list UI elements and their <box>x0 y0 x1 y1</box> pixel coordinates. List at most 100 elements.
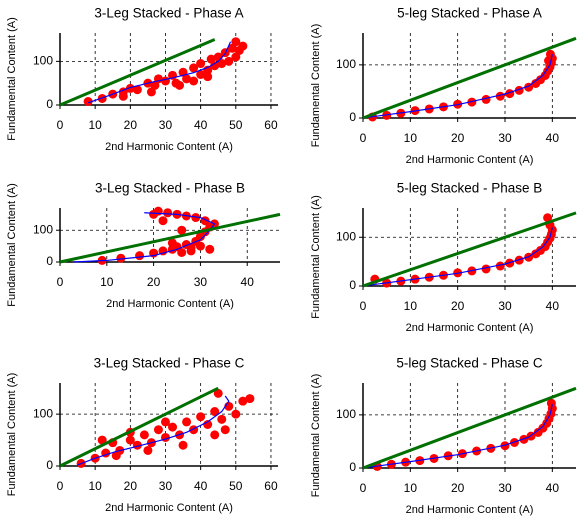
reference-line <box>59 386 219 468</box>
data-point <box>189 63 199 73</box>
data-point <box>146 87 156 97</box>
data-point <box>189 425 199 435</box>
x-tick-label: 30 <box>498 131 512 145</box>
data-point <box>224 56 234 66</box>
data-point <box>196 412 206 422</box>
data-point <box>238 396 248 406</box>
fit-curve <box>74 212 216 263</box>
y-tick-label: 100 <box>33 406 53 420</box>
data-point <box>231 409 241 419</box>
data-point <box>196 59 206 69</box>
data-point <box>160 76 170 86</box>
data-point <box>203 72 213 82</box>
data-point <box>191 213 201 223</box>
x-tick-label: 10 <box>404 299 418 313</box>
chart-title: 3-Leg Stacked - Phase A <box>94 6 243 21</box>
y-tick-label: 0 <box>349 460 356 474</box>
x-tick-label: 0 <box>57 275 64 289</box>
data-point <box>205 244 215 254</box>
x-tick-label: 20 <box>451 131 465 145</box>
x-tick-label: 50 <box>229 118 243 132</box>
x-axis-label: 2nd Harmonic Content (A) <box>106 298 234 310</box>
data-point <box>178 440 188 450</box>
data-point <box>217 59 227 69</box>
chart-title: 5-leg Stacked - Phase A <box>397 6 542 21</box>
data-point <box>175 80 185 90</box>
reference-line <box>362 36 577 120</box>
reference-line <box>59 38 216 107</box>
x-tick-label: 20 <box>451 481 465 495</box>
data-point <box>245 394 255 404</box>
x-tick-label: 50 <box>229 479 243 493</box>
y-tick-label: 100 <box>33 222 53 236</box>
x-axis-label: 2nd Harmonic Content (A) <box>406 322 534 334</box>
fit-curve <box>362 54 553 119</box>
data-point <box>231 37 241 47</box>
fit-curve <box>77 395 230 466</box>
fit-curve <box>362 404 553 469</box>
data-point <box>182 417 192 427</box>
x-tick-label: 40 <box>546 299 560 313</box>
data-point <box>210 61 220 71</box>
x-tick-label: 0 <box>360 299 367 313</box>
data-point <box>125 83 135 93</box>
x-tick-label: 10 <box>88 479 102 493</box>
data-point <box>168 422 178 432</box>
data-point <box>97 435 107 445</box>
y-axis-label: Fundamental Content (A) <box>6 17 18 141</box>
x-tick-label: 30 <box>498 481 512 495</box>
data-point <box>213 388 223 398</box>
x-axis-label: 2nd Harmonic Content (A) <box>406 154 534 166</box>
data-point <box>189 76 199 86</box>
data-point <box>139 430 149 440</box>
data-point <box>210 407 220 417</box>
data-point <box>160 417 170 427</box>
x-axis-label: 2nd Harmonic Content (A) <box>105 502 233 514</box>
y-axis-label: Fundamental Content (A) <box>6 183 18 307</box>
y-tick-label: 100 <box>33 54 53 68</box>
data-point <box>195 241 205 251</box>
data-point <box>238 41 248 51</box>
x-tick-label: 60 <box>264 118 278 132</box>
data-point <box>177 225 187 235</box>
data-point <box>495 91 505 101</box>
x-tick-label: 40 <box>546 131 560 145</box>
data-point <box>132 440 142 450</box>
reference-line <box>362 211 577 288</box>
x-tick-label: 20 <box>124 479 138 493</box>
data-point <box>203 420 213 429</box>
x-tick-label: 40 <box>546 481 560 495</box>
data-point <box>111 451 121 461</box>
y-tick-label: 0 <box>46 458 53 472</box>
data-point <box>118 91 128 101</box>
data-point <box>125 435 135 445</box>
data-point <box>220 425 230 435</box>
x-axis-label: 2nd Harmonic Content (A) <box>105 141 233 153</box>
data-point <box>132 85 142 95</box>
reference-line <box>59 212 281 264</box>
fit-curve <box>362 227 553 287</box>
x-tick-label: 0 <box>360 481 367 495</box>
data-point <box>546 398 556 408</box>
fit-curve <box>87 41 232 104</box>
data-point <box>149 209 159 219</box>
data-point <box>495 261 505 271</box>
y-tick-label: 0 <box>46 97 53 111</box>
x-tick-label: 60 <box>264 479 278 493</box>
x-tick-label: 0 <box>360 131 367 145</box>
x-tick-label: 30 <box>498 299 512 313</box>
y-axis-label: Fundamental Content (A) <box>310 374 322 498</box>
y-tick-label: 0 <box>46 254 53 268</box>
x-tick-label: 10 <box>88 118 102 132</box>
y-tick-label: 0 <box>349 278 356 292</box>
data-point <box>163 208 173 218</box>
chart-title: 5-leg Stacked - Phase B <box>397 181 543 196</box>
data-point <box>143 445 153 455</box>
data-point <box>481 94 491 104</box>
chart-title: 5-leg Stacked - Phase C <box>396 356 543 371</box>
x-tick-label: 0 <box>57 118 64 132</box>
chart-title: 3-Leg Stacked - Phase C <box>94 356 245 371</box>
data-point <box>217 414 227 424</box>
y-tick-label: 100 <box>336 57 356 71</box>
